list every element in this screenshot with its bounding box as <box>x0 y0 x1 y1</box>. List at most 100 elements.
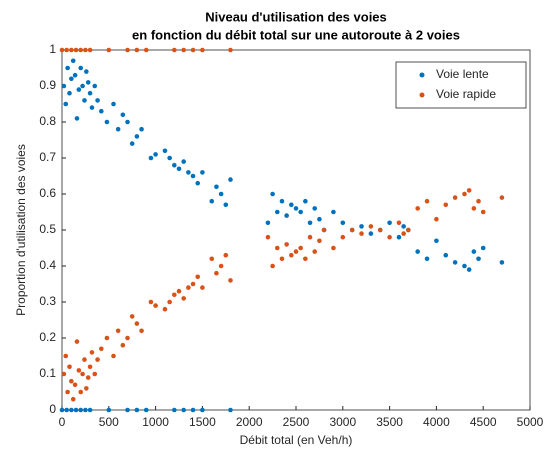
point <box>172 292 177 298</box>
legend-box <box>395 61 527 109</box>
point <box>73 407 79 413</box>
point <box>312 206 318 211</box>
point <box>307 234 313 240</box>
point <box>64 47 69 53</box>
point <box>87 90 93 96</box>
point <box>401 224 406 229</box>
point <box>80 83 85 89</box>
point <box>104 335 110 341</box>
point <box>67 364 72 370</box>
y-tick-label: 0.1 <box>39 366 56 380</box>
point <box>63 101 69 107</box>
point <box>85 80 91 85</box>
point <box>359 224 364 229</box>
point <box>92 371 98 377</box>
point <box>83 47 88 53</box>
point <box>307 220 313 226</box>
point <box>452 195 458 200</box>
point <box>312 249 318 254</box>
point <box>111 101 116 107</box>
point <box>317 216 322 222</box>
point <box>406 227 411 233</box>
point <box>223 202 229 208</box>
point <box>95 357 100 362</box>
point <box>195 180 201 186</box>
point <box>82 357 87 362</box>
point <box>87 47 93 53</box>
x-tick-label: 2000 <box>236 415 263 429</box>
point <box>139 126 144 132</box>
chart-title: en fonction du débit total sur une autor… <box>132 27 460 42</box>
point <box>172 162 177 168</box>
point <box>78 47 84 53</box>
point <box>223 252 229 258</box>
point <box>270 191 275 197</box>
point <box>111 353 116 359</box>
point <box>200 407 205 413</box>
y-tick-label: 0.4 <box>39 258 56 272</box>
point <box>134 134 140 139</box>
point <box>74 339 80 344</box>
point <box>76 368 82 373</box>
point <box>293 249 299 254</box>
point <box>69 47 74 53</box>
point <box>340 234 346 240</box>
y-tick-label: 0.5 <box>39 222 56 236</box>
point <box>462 191 467 197</box>
point <box>270 263 275 269</box>
x-axis-label: Débit total (en Veh/h) <box>240 433 353 447</box>
y-tick-label: 0.9 <box>39 78 56 92</box>
point <box>200 47 205 53</box>
point <box>181 296 186 301</box>
point <box>359 231 364 236</box>
point <box>143 47 149 53</box>
point <box>172 407 177 413</box>
y-axis-label: Proportion d'utilisation des voies <box>14 144 28 316</box>
x-tick-label: 3000 <box>329 415 356 429</box>
point <box>289 202 294 208</box>
point <box>190 281 196 287</box>
point <box>143 407 149 413</box>
point <box>499 195 505 200</box>
point <box>134 407 140 413</box>
point <box>72 72 78 78</box>
point <box>78 65 84 71</box>
point <box>476 198 481 204</box>
point <box>167 299 172 305</box>
y-tick-label: 0.2 <box>39 330 56 344</box>
point <box>298 245 303 251</box>
x-tick-label: 4500 <box>470 415 497 429</box>
point <box>115 126 121 132</box>
point <box>387 220 392 226</box>
point <box>69 407 74 413</box>
point <box>162 148 168 154</box>
point <box>499 260 505 265</box>
point <box>190 47 196 53</box>
point <box>65 65 70 71</box>
point <box>120 112 126 118</box>
point <box>63 353 69 359</box>
point <box>139 328 144 334</box>
point <box>434 238 439 244</box>
point <box>72 382 78 388</box>
point <box>106 47 112 53</box>
point <box>65 389 70 395</box>
point <box>80 371 85 377</box>
point <box>349 227 355 233</box>
point <box>284 242 289 247</box>
x-tick-label: 1000 <box>142 415 169 429</box>
point <box>190 173 196 179</box>
point <box>181 159 186 164</box>
point <box>84 386 89 391</box>
point <box>78 407 84 413</box>
legend-marker <box>419 72 425 78</box>
point <box>148 155 154 161</box>
point <box>89 350 95 355</box>
point <box>153 303 158 308</box>
x-tick-label: 4000 <box>423 415 450 429</box>
point <box>167 155 172 161</box>
x-tick-label: 0 <box>59 415 66 429</box>
point <box>228 278 233 283</box>
y-tick-label: 0.6 <box>39 186 56 200</box>
